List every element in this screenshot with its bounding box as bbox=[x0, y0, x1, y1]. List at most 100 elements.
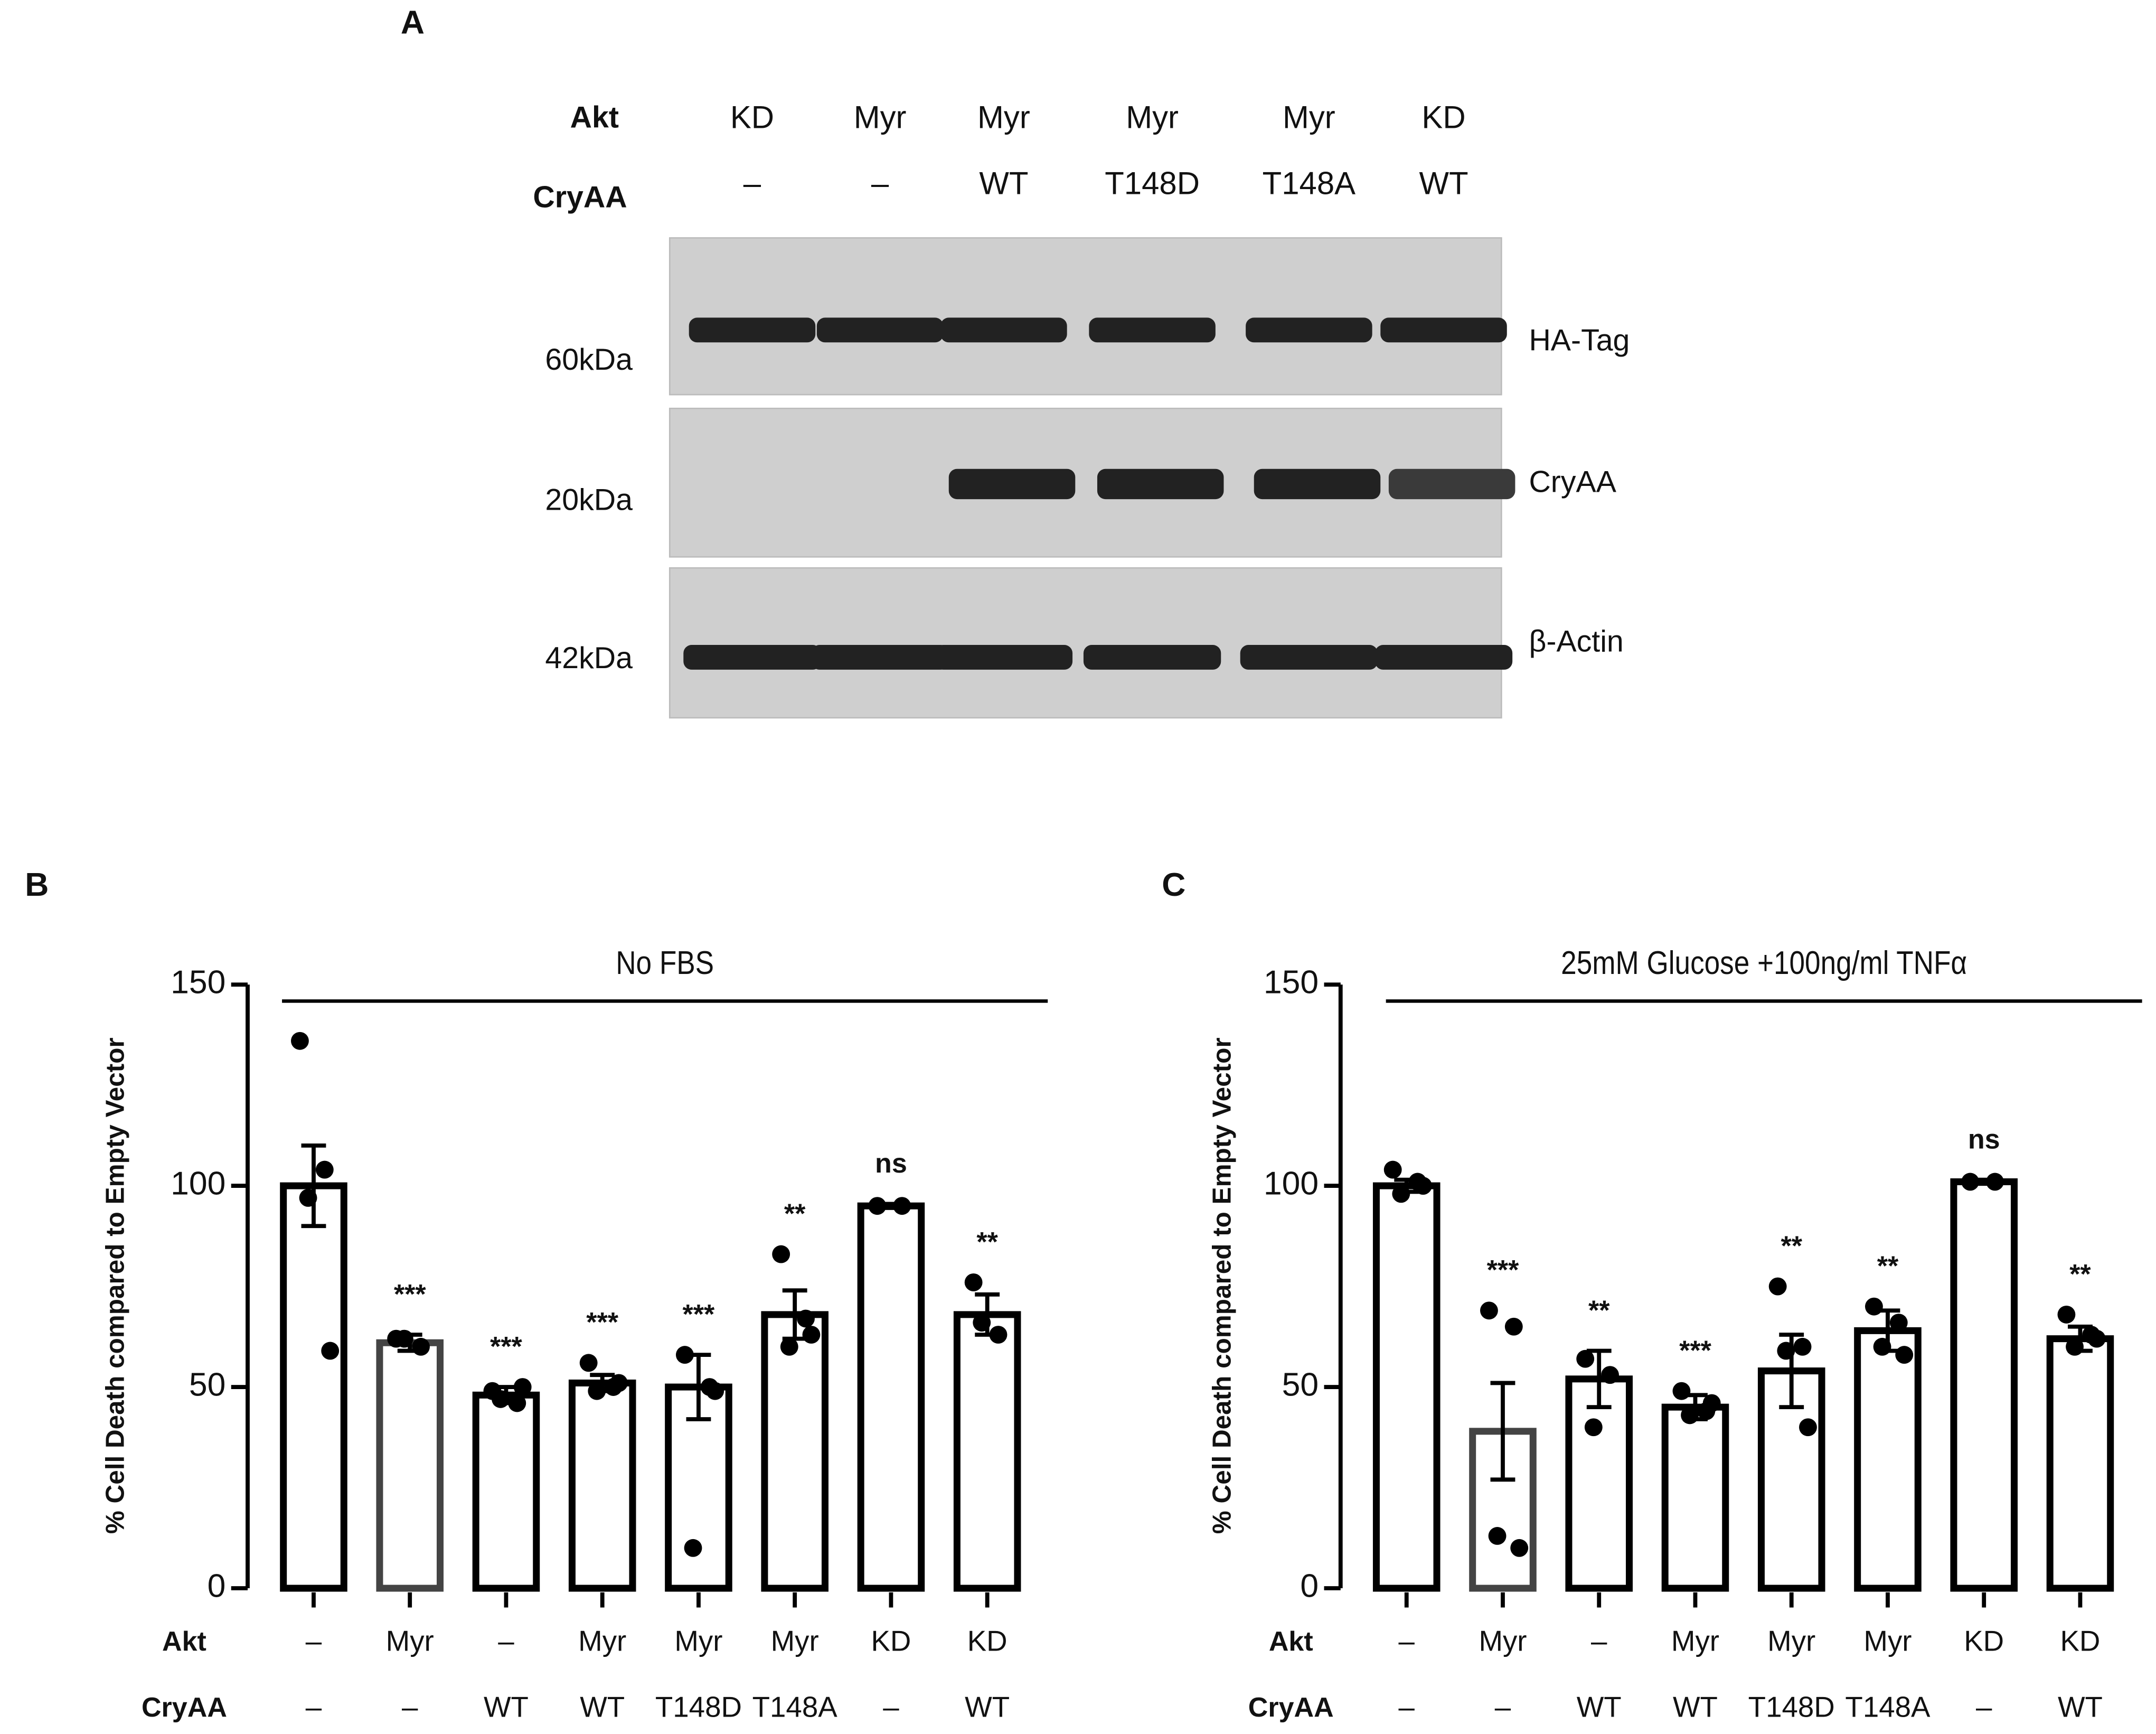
category-label: WT bbox=[2058, 1691, 2103, 1723]
bar bbox=[568, 1379, 636, 1592]
category-label: T148A bbox=[1845, 1691, 1931, 1723]
significance-label: ** bbox=[1877, 1251, 1899, 1282]
data-point bbox=[1895, 1346, 1914, 1364]
data-point bbox=[780, 1337, 798, 1356]
mw-marker: 20kDa bbox=[545, 483, 633, 517]
row-label: CryAA bbox=[142, 1692, 227, 1723]
significance-label: *** bbox=[1679, 1336, 1712, 1366]
bar bbox=[2046, 1335, 2114, 1592]
significance-label: *** bbox=[490, 1332, 523, 1362]
category-label: WT bbox=[1577, 1691, 1622, 1723]
data-point bbox=[989, 1326, 1008, 1344]
y-tick-label: 50 bbox=[189, 1366, 225, 1403]
row-label: Akt bbox=[1269, 1626, 1313, 1657]
category-label: Myr bbox=[1671, 1625, 1719, 1657]
blot-band bbox=[935, 645, 1073, 670]
data-point bbox=[492, 1390, 510, 1408]
data-point bbox=[797, 1309, 815, 1328]
mw-marker: 42kDa bbox=[545, 641, 633, 675]
category-label: WT bbox=[1673, 1691, 1718, 1723]
y-tick-label: 150 bbox=[171, 964, 225, 1001]
row-label: CryAA bbox=[533, 181, 627, 214]
band-label: β-Actin bbox=[1529, 625, 1623, 659]
data-point bbox=[299, 1189, 317, 1207]
row-label: CryAA bbox=[1248, 1692, 1334, 1723]
category-label: – bbox=[1976, 1691, 1992, 1723]
category-label: T148D bbox=[655, 1691, 742, 1723]
category-label: – bbox=[883, 1691, 899, 1723]
data-point bbox=[579, 1354, 598, 1372]
data-point bbox=[1480, 1301, 1498, 1320]
bar bbox=[376, 1339, 444, 1592]
lane-label: Myr bbox=[1126, 99, 1179, 135]
data-point bbox=[1702, 1394, 1721, 1412]
data-point bbox=[321, 1342, 340, 1360]
blot-strip bbox=[669, 237, 1502, 396]
data-point bbox=[2057, 1305, 2076, 1324]
category-label: – bbox=[498, 1625, 514, 1657]
data-point bbox=[1961, 1173, 1980, 1191]
error-bar bbox=[1490, 1381, 1515, 1482]
category-label: – bbox=[1399, 1625, 1415, 1657]
band-label: CryAA bbox=[1529, 465, 1616, 499]
blot-band bbox=[683, 645, 821, 670]
significance-label: *** bbox=[683, 1299, 715, 1330]
mw-marker: 60kDa bbox=[545, 343, 633, 377]
category-label: Myr bbox=[1479, 1625, 1527, 1657]
data-point bbox=[315, 1160, 334, 1179]
blot-band bbox=[948, 468, 1076, 500]
bar bbox=[1372, 1182, 1441, 1592]
data-point bbox=[1793, 1337, 1812, 1356]
category-label: Myr bbox=[1767, 1625, 1815, 1657]
data-point bbox=[1601, 1366, 1619, 1384]
data-point bbox=[1414, 1177, 1432, 1195]
lane-label: T148D bbox=[1105, 165, 1200, 201]
blot-band bbox=[1388, 468, 1515, 500]
lane-label: Myr bbox=[1283, 99, 1335, 135]
significance-label: ** bbox=[1588, 1295, 1610, 1326]
blot-band bbox=[1097, 468, 1224, 500]
significance-label: ** bbox=[976, 1227, 998, 1258]
data-point bbox=[1584, 1418, 1603, 1437]
data-point bbox=[964, 1273, 983, 1291]
category-label: WT bbox=[965, 1691, 1010, 1723]
data-point bbox=[868, 1197, 887, 1215]
significance-label: ** bbox=[1781, 1231, 1802, 1261]
category-label: KD bbox=[967, 1625, 1008, 1657]
panel-label: C bbox=[1162, 866, 1185, 903]
lane-label: KD bbox=[730, 99, 774, 135]
error-bar bbox=[1586, 1348, 1612, 1410]
category-label: – bbox=[402, 1691, 418, 1723]
blot-band bbox=[1380, 317, 1507, 343]
data-point bbox=[513, 1378, 532, 1396]
category-label: WT bbox=[580, 1691, 625, 1723]
lane-label: Myr bbox=[977, 99, 1030, 135]
category-label: Myr bbox=[674, 1625, 722, 1657]
y-tick-label: 50 bbox=[1282, 1366, 1319, 1403]
data-point bbox=[706, 1382, 724, 1400]
category-label: – bbox=[1591, 1625, 1607, 1657]
category-label: – bbox=[1495, 1691, 1511, 1723]
chart-title: No FBS bbox=[616, 945, 714, 981]
data-point bbox=[1889, 1314, 1908, 1332]
data-point bbox=[1986, 1173, 2004, 1191]
row-label: Akt bbox=[162, 1626, 206, 1657]
lane-label: Myr bbox=[854, 99, 907, 135]
lane-label: WT bbox=[1419, 165, 1468, 201]
category-label: WT bbox=[484, 1691, 529, 1723]
y-tick-label: 0 bbox=[1300, 1568, 1319, 1605]
category-label: – bbox=[306, 1625, 322, 1657]
blot-band bbox=[1254, 468, 1381, 500]
significance-label: ns bbox=[875, 1148, 907, 1179]
bar bbox=[280, 1182, 347, 1592]
category-label: – bbox=[306, 1691, 322, 1723]
category-label: KD bbox=[871, 1625, 911, 1657]
band-label: HA-Tag bbox=[1529, 323, 1630, 357]
data-point bbox=[588, 1382, 606, 1400]
data-point bbox=[412, 1337, 430, 1356]
lane-label: T148A bbox=[1263, 165, 1355, 201]
row-label: Akt bbox=[570, 101, 619, 135]
data-point bbox=[802, 1326, 821, 1344]
blot-band bbox=[811, 645, 949, 670]
data-point bbox=[2087, 1329, 2106, 1348]
